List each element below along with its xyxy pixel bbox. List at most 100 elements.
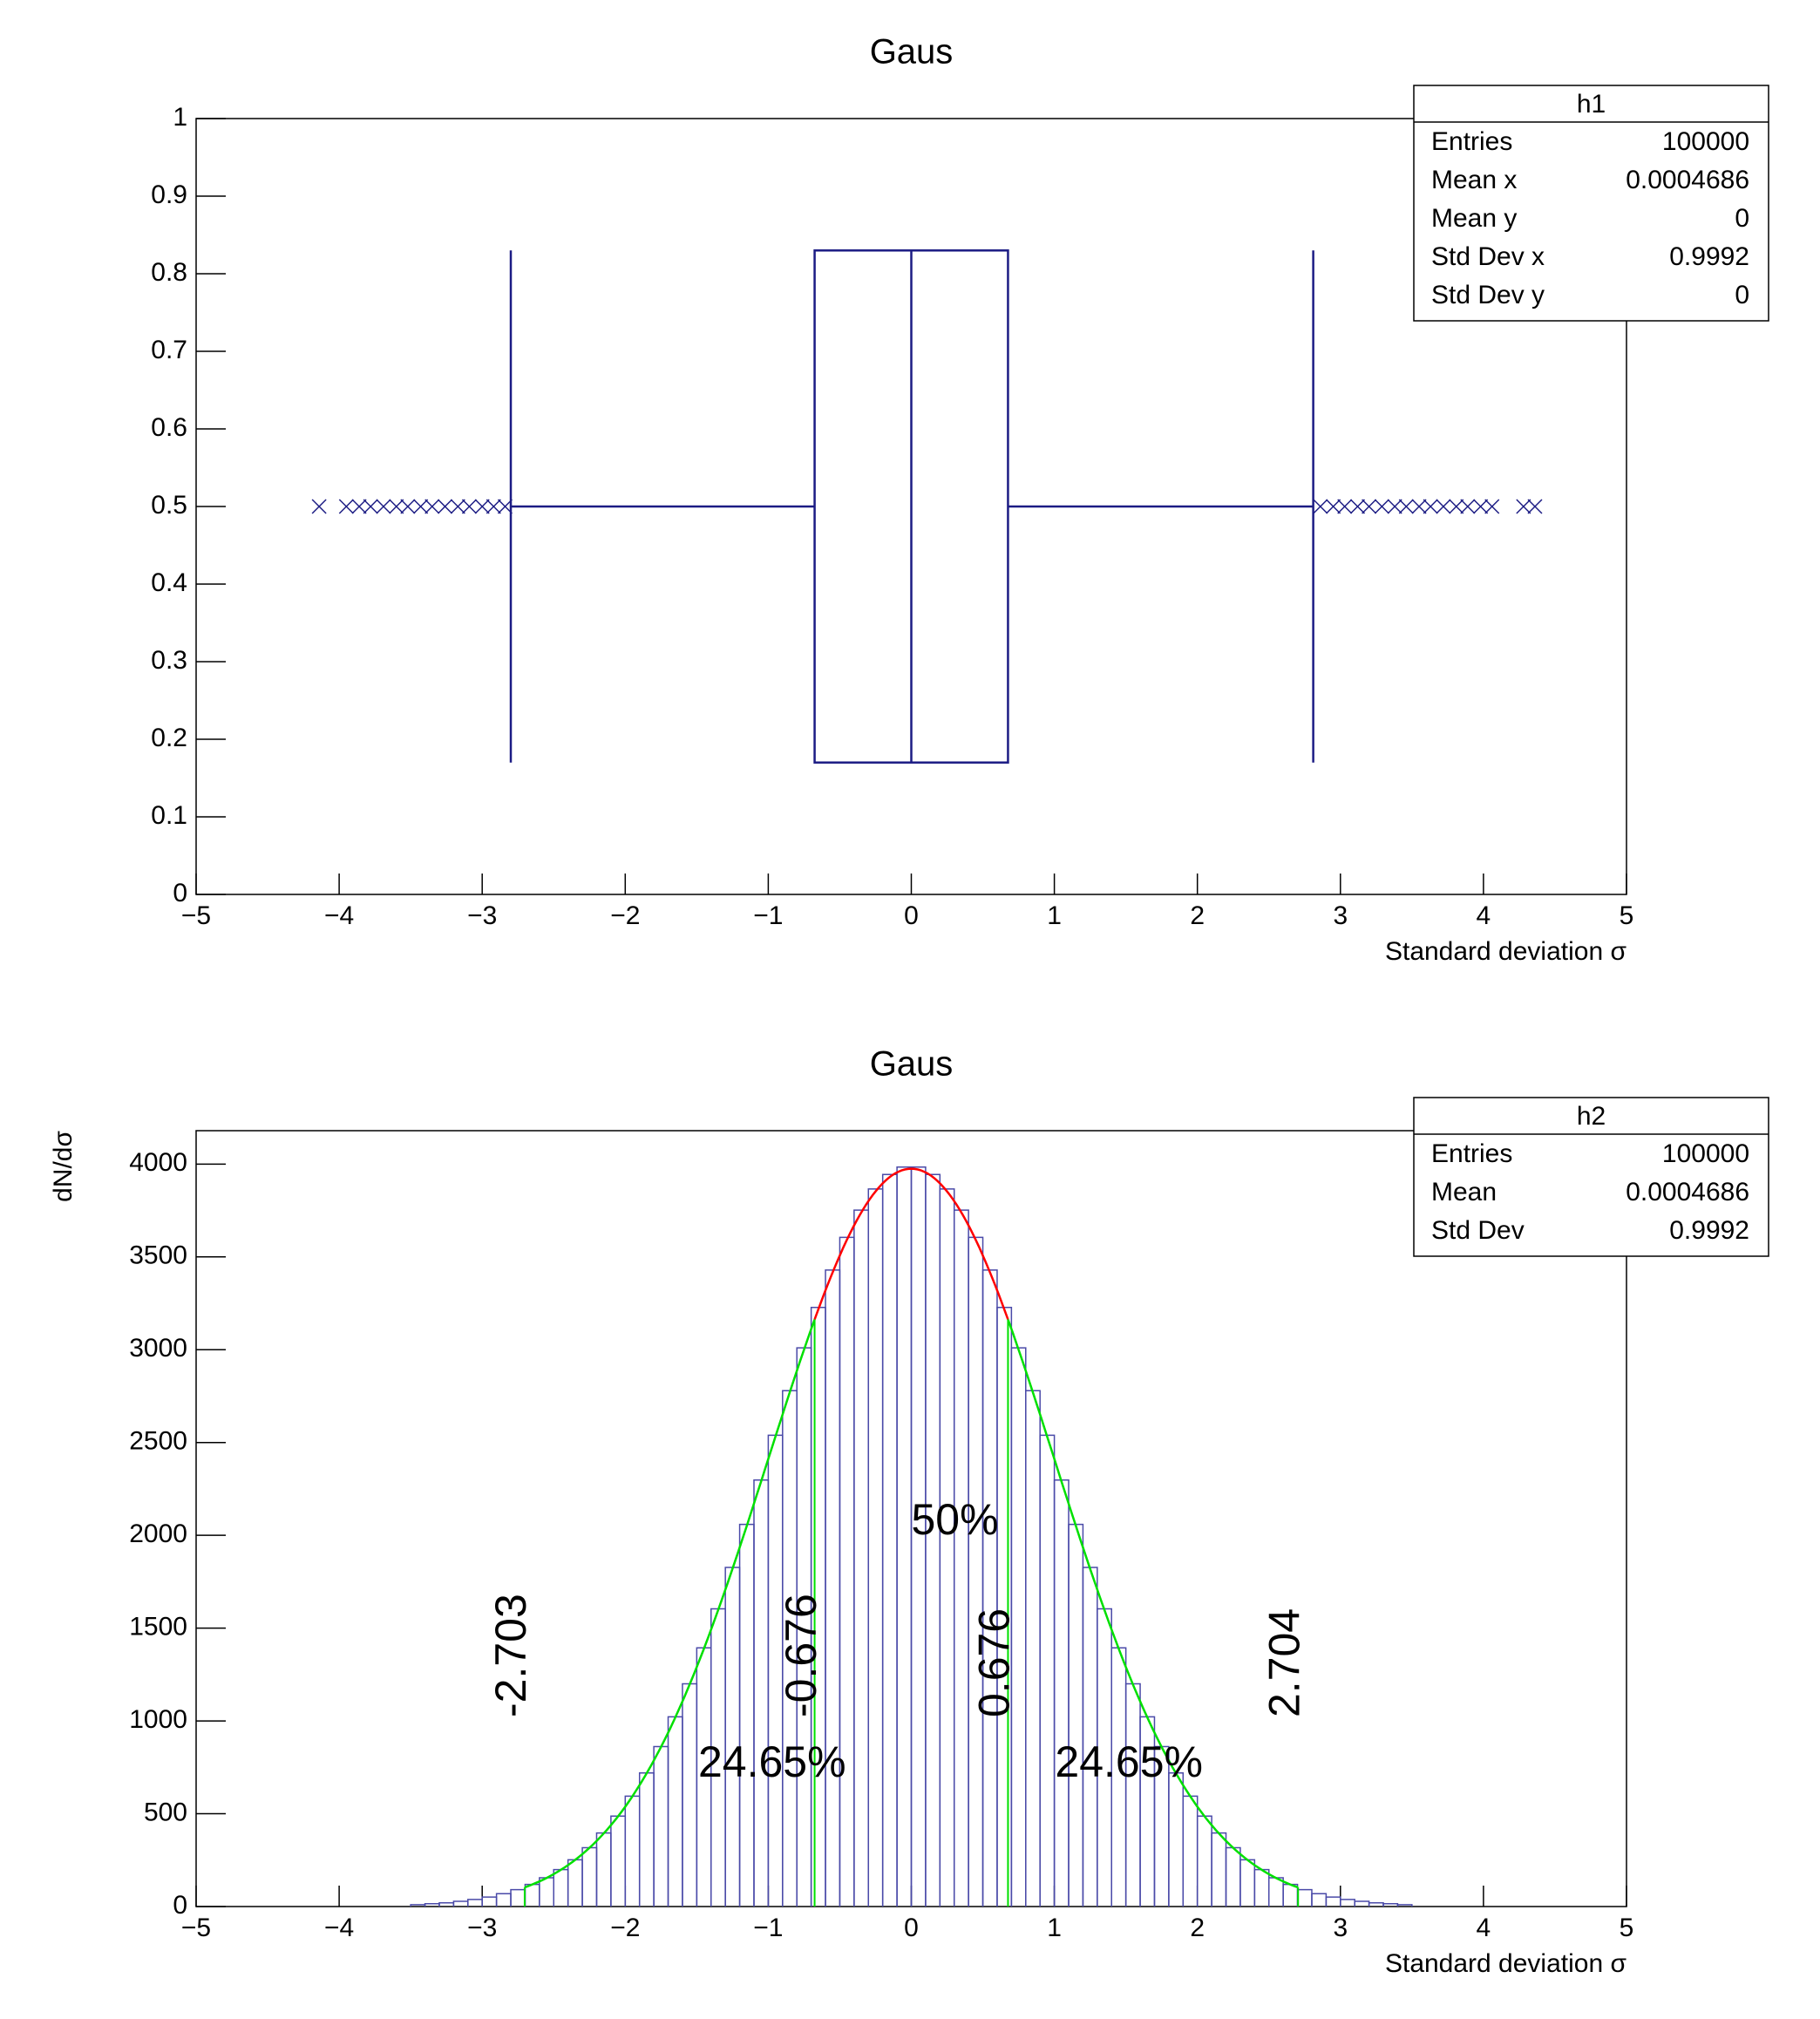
stats-value: 0 xyxy=(1735,204,1749,233)
y-tick-label: 0.9 xyxy=(151,180,187,209)
outlier xyxy=(1484,499,1500,514)
x-tick-label: −5 xyxy=(181,901,211,930)
outlier xyxy=(351,499,367,514)
outlier xyxy=(400,499,416,514)
outlier xyxy=(1398,499,1414,514)
outlier xyxy=(363,499,378,514)
outlier xyxy=(424,499,440,514)
y-tick-label: 0.5 xyxy=(151,491,187,520)
y-tick-label: 4000 xyxy=(129,1148,187,1177)
stats-value: 0.0004686 xyxy=(1626,166,1749,194)
outlier xyxy=(1313,499,1328,514)
outlier xyxy=(1337,499,1353,514)
x-tick-label: −2 xyxy=(610,901,640,930)
outlier xyxy=(1411,499,1427,514)
x-tick-label: 0 xyxy=(904,1914,919,1942)
y-axis-label: dN/dσ xyxy=(49,1131,78,1202)
chart-title: Gaus xyxy=(870,33,954,71)
y-tick-label: 1 xyxy=(173,103,187,132)
y-tick-label: 3500 xyxy=(129,1241,187,1270)
outlier xyxy=(1527,499,1543,514)
fit-curve xyxy=(1007,1319,1299,1889)
outlier xyxy=(1362,499,1377,514)
outlier xyxy=(461,499,477,514)
stats-label: Mean y xyxy=(1431,204,1517,233)
stats-value: 0.0004686 xyxy=(1626,1178,1749,1207)
stats-value: 0 xyxy=(1735,281,1749,309)
y-tick-label: 0.6 xyxy=(151,413,187,442)
y-tick-label: 0.2 xyxy=(151,724,187,752)
outlier xyxy=(497,499,513,514)
outlier xyxy=(1349,499,1366,514)
fit-curve xyxy=(813,1167,1009,1320)
y-tick-label: 0.7 xyxy=(151,336,187,364)
y-tick-label: 0.4 xyxy=(151,568,187,597)
x-tick-label: −1 xyxy=(753,1914,783,1942)
outlier xyxy=(438,499,453,514)
x-tick-label: 2 xyxy=(1190,1914,1205,1942)
x-tick-label: 2 xyxy=(1190,901,1205,930)
x-tick-label: −3 xyxy=(467,901,497,930)
stats-label: Std Dev xyxy=(1431,1216,1525,1245)
x-tick-label: −4 xyxy=(324,1914,354,1942)
y-tick-label: 2000 xyxy=(129,1519,187,1548)
outlier xyxy=(1460,499,1476,514)
x-tick-label: 4 xyxy=(1477,1914,1491,1942)
x-axis-label: Standard deviation σ xyxy=(1385,937,1627,966)
stats-value: 0.9992 xyxy=(1669,242,1749,271)
stats-label: Std Dev y xyxy=(1431,281,1545,309)
outlier xyxy=(389,499,404,514)
stats-box xyxy=(1413,1097,1769,1257)
stats-label: Mean xyxy=(1431,1178,1497,1207)
outlier xyxy=(486,499,501,514)
outlier xyxy=(450,499,465,514)
quantile-label: -2.703 xyxy=(486,1594,535,1717)
x-tick-label: −2 xyxy=(610,1914,640,1942)
x-tick-label: −4 xyxy=(324,901,354,930)
outlier xyxy=(376,499,391,514)
x-axis-label: Standard deviation σ xyxy=(1385,1949,1627,1978)
outlier xyxy=(311,499,327,514)
stats-value: 100000 xyxy=(1662,1139,1749,1168)
x-tick-label: 1 xyxy=(1047,901,1062,930)
y-tick-label: 0.8 xyxy=(151,258,187,287)
stats-label: Std Dev x xyxy=(1431,242,1545,271)
stats-value: 100000 xyxy=(1662,127,1749,156)
area-label: 50% xyxy=(912,1495,999,1544)
outlier xyxy=(1387,499,1402,514)
y-tick-label: 0 xyxy=(173,879,187,908)
stats-label: Entries xyxy=(1431,127,1512,156)
outlier xyxy=(1516,499,1531,514)
outlier xyxy=(1436,499,1451,514)
outlier xyxy=(1473,499,1489,514)
histogram-bin xyxy=(1396,1904,1413,1907)
chart-title: Gaus xyxy=(870,1045,954,1084)
outlier xyxy=(1326,499,1341,514)
y-tick-label: 0.1 xyxy=(151,801,187,830)
x-tick-label: 3 xyxy=(1333,901,1348,930)
outlier xyxy=(413,499,429,514)
outlier xyxy=(1423,499,1438,514)
x-tick-label: −1 xyxy=(753,901,783,930)
y-tick-label: 1000 xyxy=(129,1705,187,1734)
x-tick-label: −5 xyxy=(181,1914,211,1942)
area-label: 24.65% xyxy=(698,1737,846,1786)
outlier xyxy=(338,499,354,514)
x-tick-label: 5 xyxy=(1620,901,1634,930)
quantile-label: 2.704 xyxy=(1260,1608,1308,1717)
stats-box xyxy=(1413,85,1769,322)
area-label: 24.65% xyxy=(1055,1737,1203,1786)
quantile-label: -0.676 xyxy=(777,1594,825,1717)
y-tick-label: 1500 xyxy=(129,1613,187,1642)
x-tick-label: 5 xyxy=(1620,1914,1634,1942)
x-tick-label: 1 xyxy=(1047,1914,1062,1942)
stats-title: h1 xyxy=(1577,90,1606,119)
y-tick-label: 0 xyxy=(173,1891,187,1920)
stats-title: h2 xyxy=(1577,1102,1606,1131)
x-tick-label: −3 xyxy=(467,1914,497,1942)
outlier xyxy=(1374,499,1389,514)
x-tick-label: 3 xyxy=(1333,1914,1348,1942)
